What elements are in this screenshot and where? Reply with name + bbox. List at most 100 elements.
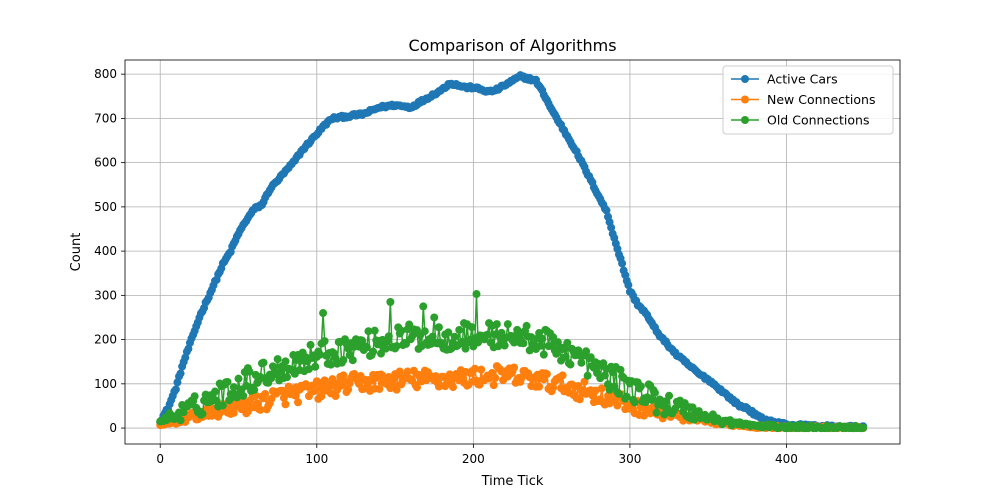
data-point — [395, 367, 404, 376]
data-point — [369, 347, 378, 356]
data-point — [535, 382, 544, 391]
data-point — [311, 384, 320, 393]
data-point — [647, 395, 656, 404]
data-point — [859, 423, 868, 432]
data-point — [539, 350, 548, 359]
x-tick-label: 300 — [618, 452, 641, 466]
data-point — [575, 395, 584, 404]
data-point — [500, 341, 509, 350]
x-tick-label: 0 — [156, 452, 164, 466]
data-point — [229, 408, 238, 417]
legend-marker — [741, 75, 749, 83]
data-point — [386, 297, 395, 306]
legend-label: Old Connections — [767, 113, 869, 128]
series-active-cars — [156, 71, 868, 433]
data-point — [622, 392, 631, 401]
data-point — [577, 358, 586, 367]
data-point — [618, 259, 627, 268]
data-point — [614, 389, 623, 398]
y-tick-label: 600 — [94, 156, 117, 170]
series-layer — [156, 71, 868, 433]
data-point — [624, 281, 633, 290]
data-point — [461, 344, 470, 353]
data-point — [630, 398, 639, 407]
data-point — [431, 372, 440, 381]
data-point — [561, 352, 570, 361]
data-point — [281, 400, 290, 409]
data-point — [279, 393, 288, 402]
y-tick-label: 100 — [94, 377, 117, 391]
legend-marker — [741, 116, 749, 124]
data-point — [489, 381, 498, 390]
data-point — [419, 302, 428, 311]
y-tick-label: 300 — [94, 288, 117, 302]
data-point — [527, 333, 536, 342]
x-axis-label: Time Tick — [481, 474, 544, 489]
y-tick-label: 400 — [94, 244, 117, 258]
data-point — [519, 339, 528, 348]
data-point — [317, 392, 326, 401]
data-point — [538, 334, 547, 343]
data-point — [397, 326, 406, 335]
y-tick-label: 0 — [109, 421, 117, 435]
data-point — [290, 391, 299, 400]
data-point — [597, 384, 606, 393]
data-point — [636, 382, 645, 391]
data-point — [190, 392, 199, 401]
data-point — [483, 330, 492, 339]
data-point — [281, 357, 290, 366]
data-point — [234, 374, 243, 383]
data-point — [650, 388, 659, 397]
x-tick-label: 200 — [462, 452, 485, 466]
data-point — [250, 385, 259, 394]
data-point — [339, 371, 348, 380]
data-point — [283, 373, 292, 382]
y-tick-label: 500 — [94, 200, 117, 214]
data-point — [267, 394, 276, 403]
data-point — [491, 373, 500, 382]
data-point — [470, 364, 479, 373]
data-point — [492, 320, 501, 329]
data-point — [242, 381, 251, 390]
data-point — [261, 389, 270, 398]
data-point — [591, 386, 600, 395]
data-point — [392, 342, 401, 351]
data-point — [467, 323, 476, 332]
data-point — [339, 356, 348, 364]
x-tick-label: 400 — [775, 452, 798, 466]
data-point — [348, 356, 357, 365]
legend-box — [722, 65, 894, 135]
data-point — [510, 363, 519, 372]
data-point — [376, 349, 385, 358]
y-tick-label: 700 — [94, 111, 117, 125]
data-point — [256, 405, 265, 414]
data-point — [549, 383, 558, 392]
data-point — [381, 344, 390, 353]
data-point — [331, 392, 340, 401]
data-point — [602, 206, 611, 215]
data-point — [522, 321, 531, 330]
data-point — [582, 347, 591, 356]
data-point — [218, 401, 227, 410]
data-point — [370, 326, 379, 335]
data-point — [306, 340, 315, 349]
data-point — [315, 350, 324, 359]
data-point — [403, 367, 412, 376]
data-point — [458, 337, 467, 346]
data-point — [444, 328, 453, 337]
data-point — [245, 367, 254, 376]
legend-marker — [741, 95, 749, 104]
data-point — [607, 223, 616, 232]
data-point — [223, 377, 232, 386]
data-point — [229, 383, 238, 392]
data-point — [580, 377, 589, 386]
data-point — [583, 371, 592, 380]
data-point — [412, 383, 421, 392]
data-point — [665, 391, 674, 400]
data-point — [690, 415, 699, 424]
data-point — [392, 385, 401, 394]
data-point — [375, 384, 384, 393]
y-tick-label: 200 — [94, 333, 117, 347]
data-point — [239, 391, 248, 400]
